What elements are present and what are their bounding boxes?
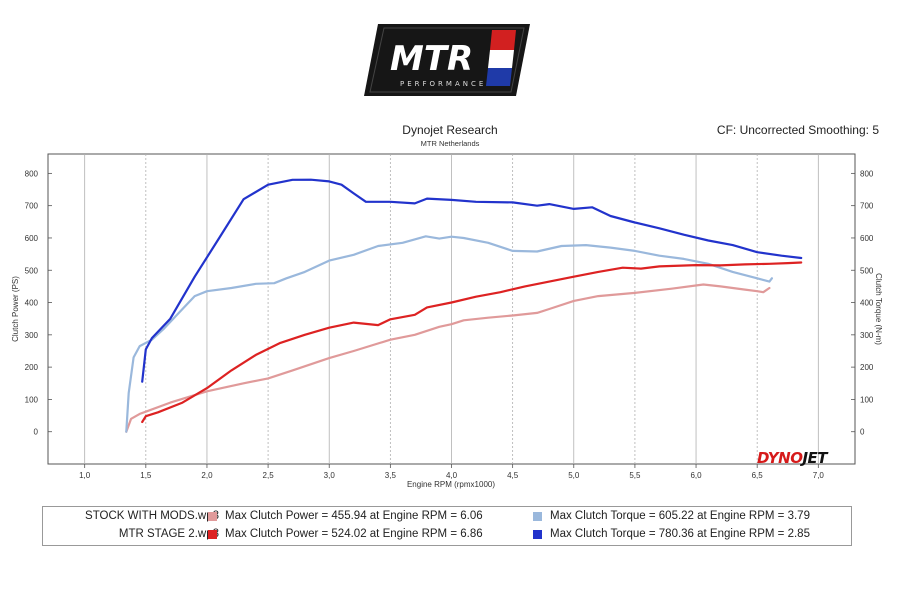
- y-tick-label-right: 700: [860, 202, 874, 211]
- legend-torque-text: Max Clutch Torque = 605.22 at Engine RPM…: [550, 510, 810, 522]
- legend-swatch-power: [208, 512, 217, 521]
- x-tick-label: 5,5: [629, 471, 641, 480]
- legend-power-text: Max Clutch Power = 524.02 at Engine RPM …: [225, 528, 483, 540]
- flag-red-icon: [490, 30, 516, 50]
- series-line-power: [141, 261, 803, 424]
- x-tick-label: 2,5: [263, 471, 275, 480]
- y-tick-label-right: 200: [860, 363, 874, 372]
- x-tick-label: 1,0: [79, 471, 91, 480]
- y-tick-label-left: 400: [25, 299, 39, 308]
- y-tick-label-left: 100: [25, 395, 39, 404]
- y-tick-label-right: 800: [860, 169, 874, 178]
- x-tick-label: 7,0: [813, 471, 825, 480]
- dynojet-logo-part1: DYNO: [757, 449, 803, 467]
- y-tick-label-right: 500: [860, 266, 874, 275]
- x-axis-label: Engine RPM (rpmx1000): [407, 480, 495, 489]
- mtr-performance-logo: MTR PERFORMANCE: [364, 24, 530, 96]
- legend: STOCK WITH MODS.wp8 Max Clutch Power = 4…: [42, 506, 852, 546]
- y-axis-left-label: Clutch Power (PS): [11, 276, 20, 342]
- legend-file-name: STOCK WITH MODS.wp8: [85, 510, 219, 522]
- x-tick-label: 3,0: [324, 471, 336, 480]
- chart-subtitle: MTR Netherlands: [420, 139, 480, 148]
- series-line-power: [125, 283, 771, 433]
- legend-row-stage2: MTR STAGE 2.wp8 Max Clutch Power = 524.0…: [43, 526, 851, 544]
- y-tick-label-left: 300: [25, 331, 39, 340]
- y-tick-label-left: 700: [25, 202, 39, 211]
- x-tick-label: 3,5: [385, 471, 397, 480]
- x-tick-label: 4,0: [446, 471, 458, 480]
- x-tick-label: 1,5: [140, 471, 152, 480]
- y-tick-label-left: 200: [25, 363, 39, 372]
- y-tick-label-right: 100: [860, 395, 874, 404]
- y-tick-label-right: 300: [860, 331, 874, 340]
- legend-torque-text: Max Clutch Torque = 780.36 at Engine RPM…: [550, 528, 810, 540]
- y-axis-right-label: Clutch Torque (N-m): [874, 273, 883, 345]
- x-tick-label: 5,0: [568, 471, 580, 480]
- y-tick-label-left: 500: [25, 266, 39, 275]
- legend-swatch-torque: [533, 530, 542, 539]
- logo-subtext: PERFORMANCE: [400, 80, 486, 88]
- x-tick-label: 6,5: [752, 471, 764, 480]
- y-tick-label-left: 0: [34, 428, 39, 437]
- legend-row-stock: STOCK WITH MODS.wp8 Max Clutch Power = 4…: [43, 508, 851, 526]
- chart-title: Dynojet Research: [402, 123, 498, 137]
- dynojet-logo-part2: JET: [802, 449, 828, 467]
- correction-factor-label: CF: Uncorrected Smoothing: 5: [716, 123, 879, 137]
- dynojet-logo: DYNOJET: [757, 449, 828, 467]
- y-tick-label-right: 0: [860, 428, 865, 437]
- flag-blue-icon: [486, 68, 512, 86]
- y-tick-label-left: 600: [25, 234, 39, 243]
- x-tick-label: 6,0: [690, 471, 702, 480]
- x-tick-label: 2,0: [201, 471, 213, 480]
- series-line-torque: [141, 178, 803, 383]
- y-tick-label-right: 600: [860, 234, 874, 243]
- x-tick-label: 4,5: [507, 471, 519, 480]
- legend-swatch-torque: [533, 512, 542, 521]
- flag-white-icon: [488, 50, 514, 68]
- logo-text: MTR: [390, 39, 473, 79]
- legend-swatch-power: [208, 530, 217, 539]
- legend-file-name: MTR STAGE 2.wp8: [118, 528, 219, 540]
- y-tick-label-left: 800: [25, 169, 39, 178]
- legend-power-text: Max Clutch Power = 455.94 at Engine RPM …: [225, 510, 483, 522]
- y-tick-label-right: 400: [860, 299, 874, 308]
- series-line-torque: [125, 235, 773, 433]
